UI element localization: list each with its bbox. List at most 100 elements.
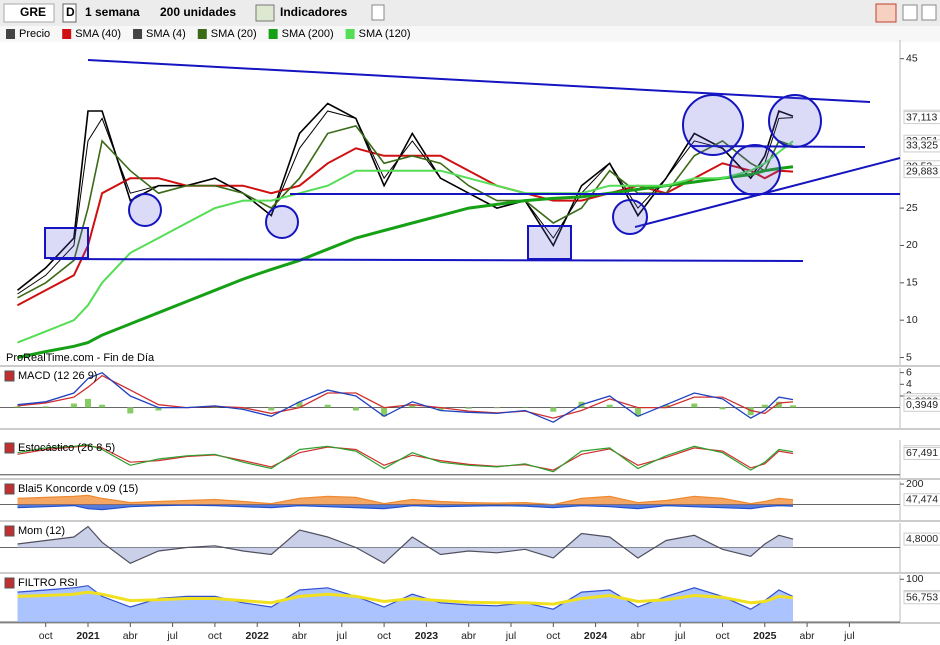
series-line — [17, 110, 794, 295]
series-line — [17, 525, 794, 565]
histogram-bar — [719, 407, 726, 410]
histogram-bar — [99, 404, 106, 408]
last-value-box — [903, 398, 940, 412]
panel-icon — [4, 370, 15, 382]
trend-line — [87, 59, 871, 103]
histogram-bar — [522, 407, 529, 408]
series-line — [17, 445, 794, 471]
x-tick-label: 2025 — [753, 630, 777, 642]
restore-button[interactable] — [902, 4, 918, 21]
d-button[interactable] — [62, 3, 77, 23]
histogram-bar — [634, 407, 641, 417]
period[interactable]: 1 semana — [85, 5, 140, 19]
series-line — [17, 124, 794, 299]
histogram-bar — [409, 404, 416, 408]
histogram-bar — [211, 407, 218, 408]
x-tick-label: oct — [377, 630, 391, 642]
x-tick-label: jul — [843, 630, 855, 642]
x-tick-label: oct — [546, 630, 560, 642]
indicators[interactable]: Indicadores — [280, 5, 348, 19]
highlight-box — [527, 225, 572, 260]
x-tick-label: abr — [123, 630, 139, 642]
legend-label: SMA (120) — [359, 28, 411, 40]
series-line — [17, 494, 794, 506]
x-tick-label: abr — [292, 630, 308, 642]
series-line — [17, 371, 794, 423]
histogram-bar — [352, 407, 359, 411]
trend-line — [689, 145, 866, 148]
histogram-bar — [14, 406, 21, 408]
panel-title: FILTRO RSI — [18, 577, 78, 589]
legend-swatch — [197, 29, 207, 39]
series-line — [17, 140, 794, 344]
symbol-box[interactable] — [3, 3, 55, 23]
x-tick-label: jul — [505, 630, 517, 642]
x-tick-label: oct — [208, 630, 222, 642]
series-line — [17, 102, 794, 291]
last-value-box — [903, 493, 940, 507]
panel-icon — [4, 577, 15, 589]
histogram-bar — [70, 403, 77, 408]
x-tick-label: 2021 — [76, 630, 100, 642]
x-tick-label: abr — [630, 630, 646, 642]
histogram-bar — [85, 398, 91, 408]
series-line — [17, 374, 794, 419]
trend-drawings — [44, 59, 901, 262]
series-line — [17, 585, 794, 610]
area-fill — [17, 585, 793, 622]
last-value-box — [903, 591, 940, 605]
legend-label: SMA (4) — [146, 28, 186, 40]
x-tick-label: 2024 — [584, 630, 608, 642]
histogram-bar — [240, 407, 247, 410]
x-tick-label: oct — [715, 630, 729, 642]
refresh-button[interactable] — [875, 3, 897, 23]
last-value-label: 47,474 — [906, 494, 938, 506]
panel-title: Mom (12) — [18, 525, 65, 537]
symbol[interactable]: GRE — [20, 5, 46, 19]
panel-title: Blai5 Koncorde v.09 (15) — [18, 483, 138, 495]
source-note: ProRealTime.com - Fin de Día — [6, 352, 155, 364]
histogram-bar — [324, 404, 331, 408]
panel-title: MACD (12 26 9) — [18, 370, 97, 382]
histogram-bar — [761, 404, 768, 408]
panel-icon — [4, 525, 15, 537]
last-value-label: 56,753 — [906, 592, 938, 604]
x-tick-label: jul — [166, 630, 178, 642]
indicators-icon[interactable] — [255, 4, 275, 22]
maximize-button[interactable] — [921, 4, 937, 21]
y-tick-label: 200 — [906, 478, 924, 490]
y-tick-label: 20 — [906, 239, 918, 251]
histogram-bar — [790, 405, 796, 408]
y-tick-label: 45 — [906, 52, 918, 64]
y-tick-label: 25 — [906, 202, 918, 214]
legend-label: SMA (40) — [75, 28, 121, 40]
histogram-bar — [606, 404, 613, 408]
y-tick-label: 4 — [906, 378, 912, 390]
series-line — [17, 165, 794, 359]
histogram-bar — [747, 407, 754, 416]
x-tick-label: 2022 — [246, 630, 270, 642]
trend-line — [49, 258, 804, 262]
last-value-label: 67,491 — [906, 447, 938, 459]
d-label[interactable]: D — [66, 5, 75, 19]
last-value-box — [903, 532, 940, 546]
legend-swatch — [345, 29, 355, 39]
highlight-circle — [768, 94, 822, 148]
legend-label: SMA (200) — [282, 28, 334, 40]
histogram-bar — [691, 403, 698, 408]
histogram-bar — [465, 407, 472, 409]
last-value-label: 37,113 — [906, 111, 937, 123]
options-button[interactable] — [371, 4, 385, 21]
panel-icon — [4, 442, 15, 454]
x-tick-label: 2023 — [415, 630, 439, 642]
series-line — [17, 147, 794, 307]
histogram-bar — [127, 407, 134, 414]
histogram-bar — [42, 406, 49, 408]
histogram-bar — [550, 407, 557, 412]
y-tick-label: 100 — [906, 573, 924, 585]
panel-icon — [4, 483, 15, 495]
last-value-label: 4,8000 — [906, 533, 938, 545]
last-value-label: 33,325 — [906, 140, 938, 152]
units[interactable]: 200 unidades — [160, 5, 236, 19]
